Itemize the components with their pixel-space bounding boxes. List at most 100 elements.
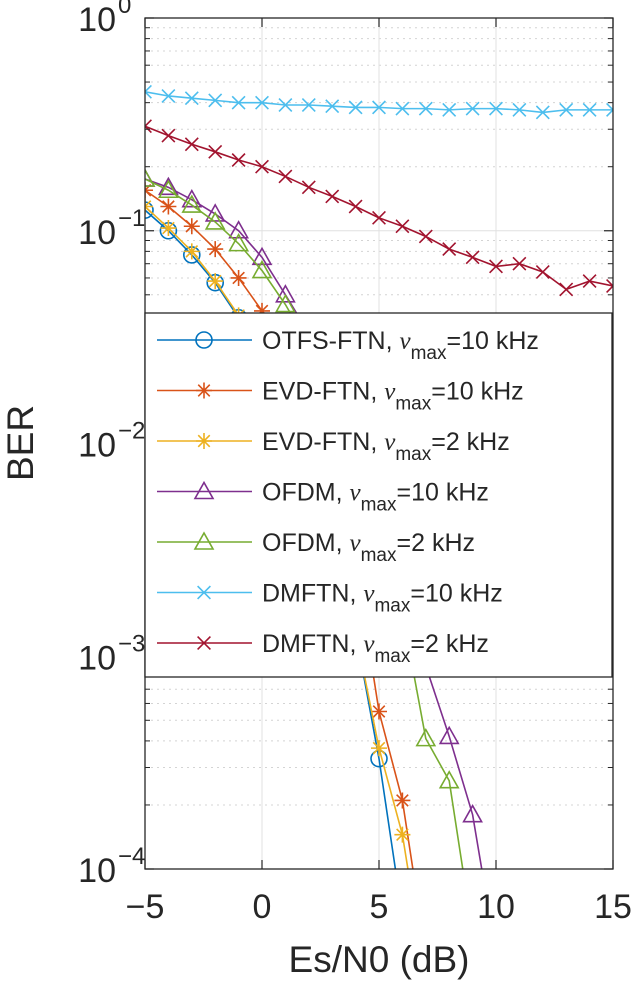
data-point (204, 211, 226, 230)
x-tick-label: 15 (594, 888, 631, 926)
data-point (231, 95, 246, 110)
data-point (559, 282, 574, 297)
legend-label-sub: max (361, 495, 397, 516)
legend-label-suffix: =10 kHz (410, 580, 502, 608)
data-point (371, 740, 387, 757)
y-tick-label: 10 −1 (78, 205, 145, 252)
y-tick-base: 10 (78, 214, 116, 252)
legend-label-nu: ν (363, 631, 375, 658)
legend-label-suffix: =10 kHz (431, 378, 523, 406)
data-point (160, 220, 177, 237)
y-tick-exponent: −4 (118, 843, 145, 870)
data-point (582, 274, 597, 289)
data-point (183, 243, 200, 260)
legend-label-sub: max (395, 444, 431, 465)
data-point (184, 137, 199, 152)
data-point (512, 102, 527, 117)
data-point (372, 100, 386, 115)
y-tick-label: 10 −4 (78, 843, 145, 890)
legend-label-prefix: OFDM, (262, 479, 350, 507)
data-point (145, 119, 152, 134)
legend-label-prefix: OTFS-FTN, (262, 327, 399, 355)
legend-label-nu: ν (399, 328, 411, 355)
legend-swatch-marker (196, 433, 212, 449)
legend-swatch-marker (197, 636, 211, 650)
y-tick-label: 10 −3 (78, 630, 145, 677)
data-point (254, 302, 270, 319)
data-point (535, 105, 550, 120)
data-point (161, 89, 176, 103)
data-point (394, 908, 410, 924)
data-point (231, 153, 246, 167)
data-point (204, 203, 226, 222)
legend-label-suffix: =2 kHz (397, 529, 476, 557)
legend-label-nu: ν (384, 379, 396, 406)
data-point (301, 98, 316, 112)
data-point (395, 101, 410, 116)
data-point (489, 101, 503, 116)
y-tick-label: 10 0 (78, 0, 131, 39)
data-point (394, 792, 411, 809)
series-5 (145, 84, 613, 120)
data-point (145, 201, 154, 219)
y-tick-base: 10 (78, 639, 116, 677)
legend-label-prefix: EVD-FTN, (262, 428, 384, 456)
data-point (535, 265, 550, 279)
data-point (158, 179, 179, 199)
legend-label: DMFTN, νmax=2 kHz (262, 630, 489, 667)
legend-label-nu: ν (350, 480, 362, 507)
y-tick-label: 10 −2 (78, 418, 145, 465)
data-point (251, 259, 273, 279)
data-point (418, 101, 433, 116)
data-point (559, 102, 574, 117)
x-tick-label: −5 (126, 888, 165, 926)
data-point (145, 84, 152, 99)
data-point (442, 242, 457, 257)
data-point (160, 198, 177, 215)
data-point (181, 189, 203, 208)
data-point (161, 128, 176, 143)
data-point (278, 98, 293, 112)
data-point (462, 804, 483, 823)
x-tick-label: 0 (253, 888, 272, 926)
data-point (489, 259, 503, 274)
legend-label: DMFTN, νmax=10 kHz (262, 580, 503, 617)
legend-box (144, 312, 613, 678)
legend-entry: DMFTN, νmax=2 kHz (157, 630, 489, 667)
x-axis-label: Es/N0 (dB) (289, 939, 470, 980)
data-point (275, 284, 296, 303)
data-point (465, 250, 480, 265)
y-tick-exponent: −3 (118, 630, 145, 657)
data-point (228, 232, 249, 252)
data-point (158, 176, 179, 196)
data-point (184, 91, 199, 106)
legend-label-sub: max (395, 394, 431, 415)
legend-label-suffix: =10 kHz (397, 479, 489, 507)
data-point (208, 144, 223, 159)
data-point (487, 945, 505, 961)
data-point (278, 169, 293, 184)
data-point (415, 727, 437, 747)
legend-label-suffix: =2 kHz (410, 630, 489, 658)
data-point (582, 102, 597, 117)
data-point (207, 241, 224, 258)
data-point (207, 273, 224, 290)
data-point (275, 293, 296, 313)
y-tick-base: 10 (78, 1, 116, 39)
legend-label-sub: max (374, 596, 410, 617)
legend-entry: OFDM, νmax=2 kHz (157, 529, 475, 566)
x-tick-labels: −5 0 5 10 15 (126, 888, 631, 926)
legend-entry: DMFTN, νmax=10 kHz (157, 580, 503, 617)
y-axis-label: BER (0, 405, 41, 481)
data-point (348, 199, 363, 214)
data-point (512, 256, 527, 271)
data-point (372, 210, 386, 225)
legend-label: EVD-FTN, νmax=2 kHz (262, 428, 510, 465)
legend-entry: EVD-FTN, νmax=10 kHz (157, 378, 524, 415)
y-tick-exponent: −2 (118, 418, 145, 445)
legend-label-suffix: =10 kHz (447, 327, 539, 355)
legend-entry: OTFS-FTN, νmax=10 kHz (157, 327, 539, 364)
data-point (394, 826, 411, 843)
